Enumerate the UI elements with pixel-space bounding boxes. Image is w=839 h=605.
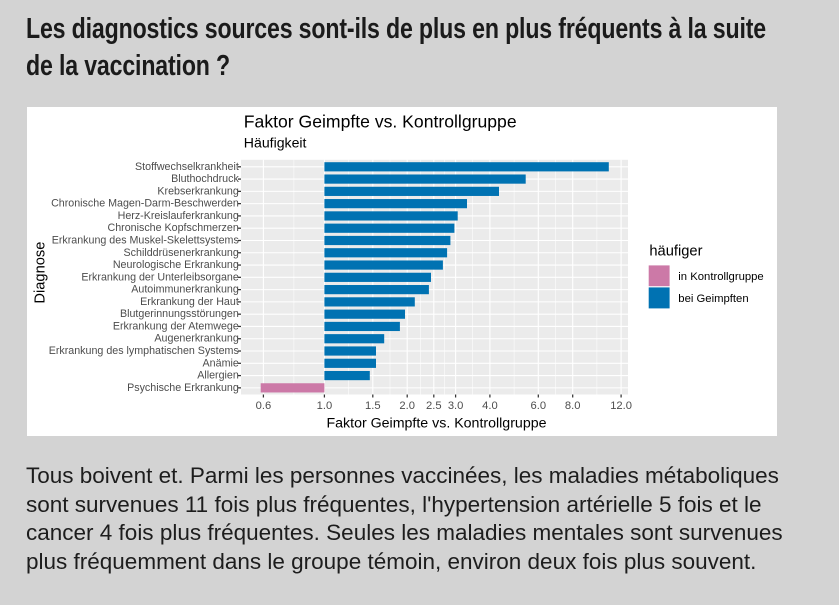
svg-text:Krebserkrankung: Krebserkrankung	[157, 185, 238, 197]
svg-text:Anämie: Anämie	[203, 357, 239, 369]
svg-text:Faktor Geimpfte vs. Kontrollgr: Faktor Geimpfte vs. Kontrollgruppe	[326, 416, 546, 432]
svg-text:Autoimmunerkrankung: Autoimmunerkrankung	[131, 284, 239, 296]
svg-text:Psychische Erkrankung: Psychische Erkrankung	[127, 382, 239, 394]
svg-text:3.0: 3.0	[448, 400, 464, 412]
svg-text:1.0: 1.0	[317, 400, 333, 412]
svg-text:Erkrankung des lymphatischen S: Erkrankung des lymphatischen Systems	[49, 345, 239, 357]
svg-text:Neurologische Erkrankung: Neurologische Erkrankung	[113, 259, 239, 271]
svg-text:Erkrankung der Atemwege: Erkrankung der Atemwege	[113, 320, 239, 332]
svg-text:Diagnose: Diagnose	[33, 242, 49, 304]
svg-text:in Kontrollgruppe: in Kontrollgruppe	[678, 271, 763, 283]
svg-text:2.0: 2.0	[399, 400, 415, 412]
svg-text:8.0: 8.0	[565, 400, 581, 412]
svg-text:0.6: 0.6	[256, 400, 272, 412]
svg-text:2.5: 2.5	[426, 400, 442, 412]
svg-text:6.0: 6.0	[531, 400, 547, 412]
svg-text:Erkrankung des Muskel-Skeletts: Erkrankung des Muskel-Skelettsystems	[52, 234, 239, 246]
svg-text:Bluthochdruck: Bluthochdruck	[171, 173, 239, 185]
svg-text:häufiger: häufiger	[649, 243, 702, 259]
svg-text:Herz-Kreislauferkrankung: Herz-Kreislauferkrankung	[118, 210, 239, 222]
svg-text:Stoffwechselkrankheit: Stoffwechselkrankheit	[135, 161, 239, 173]
svg-text:Erkrankung der Haut: Erkrankung der Haut	[140, 296, 239, 308]
svg-text:bei Geimpften: bei Geimpften	[678, 293, 748, 305]
svg-text:Chronische Magen-Darm-Beschwer: Chronische Magen-Darm-Beschwerden	[51, 198, 239, 210]
svg-text:4.0: 4.0	[482, 400, 498, 412]
svg-text:1.5: 1.5	[365, 400, 381, 412]
svg-text:Allergien: Allergien	[197, 370, 239, 382]
svg-text:Blutgerinnungsstörungen: Blutgerinnungsstörungen	[120, 308, 239, 320]
svg-text:Augenerkrankung: Augenerkrankung	[154, 333, 238, 345]
svg-text:12.0: 12.0	[610, 400, 632, 412]
svg-text:Erkrankung der Unterleibsorgan: Erkrankung der Unterleibsorgane	[81, 271, 238, 283]
svg-text:Schilddrüsenerkrankung: Schilddrüsenerkrankung	[124, 247, 239, 259]
svg-text:Häufigkeit: Häufigkeit	[244, 135, 307, 151]
svg-text:Chronische Kopfschmerzen: Chronische Kopfschmerzen	[108, 222, 239, 234]
svg-text:Faktor Geimpfte vs. Kontrollgr: Faktor Geimpfte vs. Kontrollgruppe	[244, 111, 517, 131]
